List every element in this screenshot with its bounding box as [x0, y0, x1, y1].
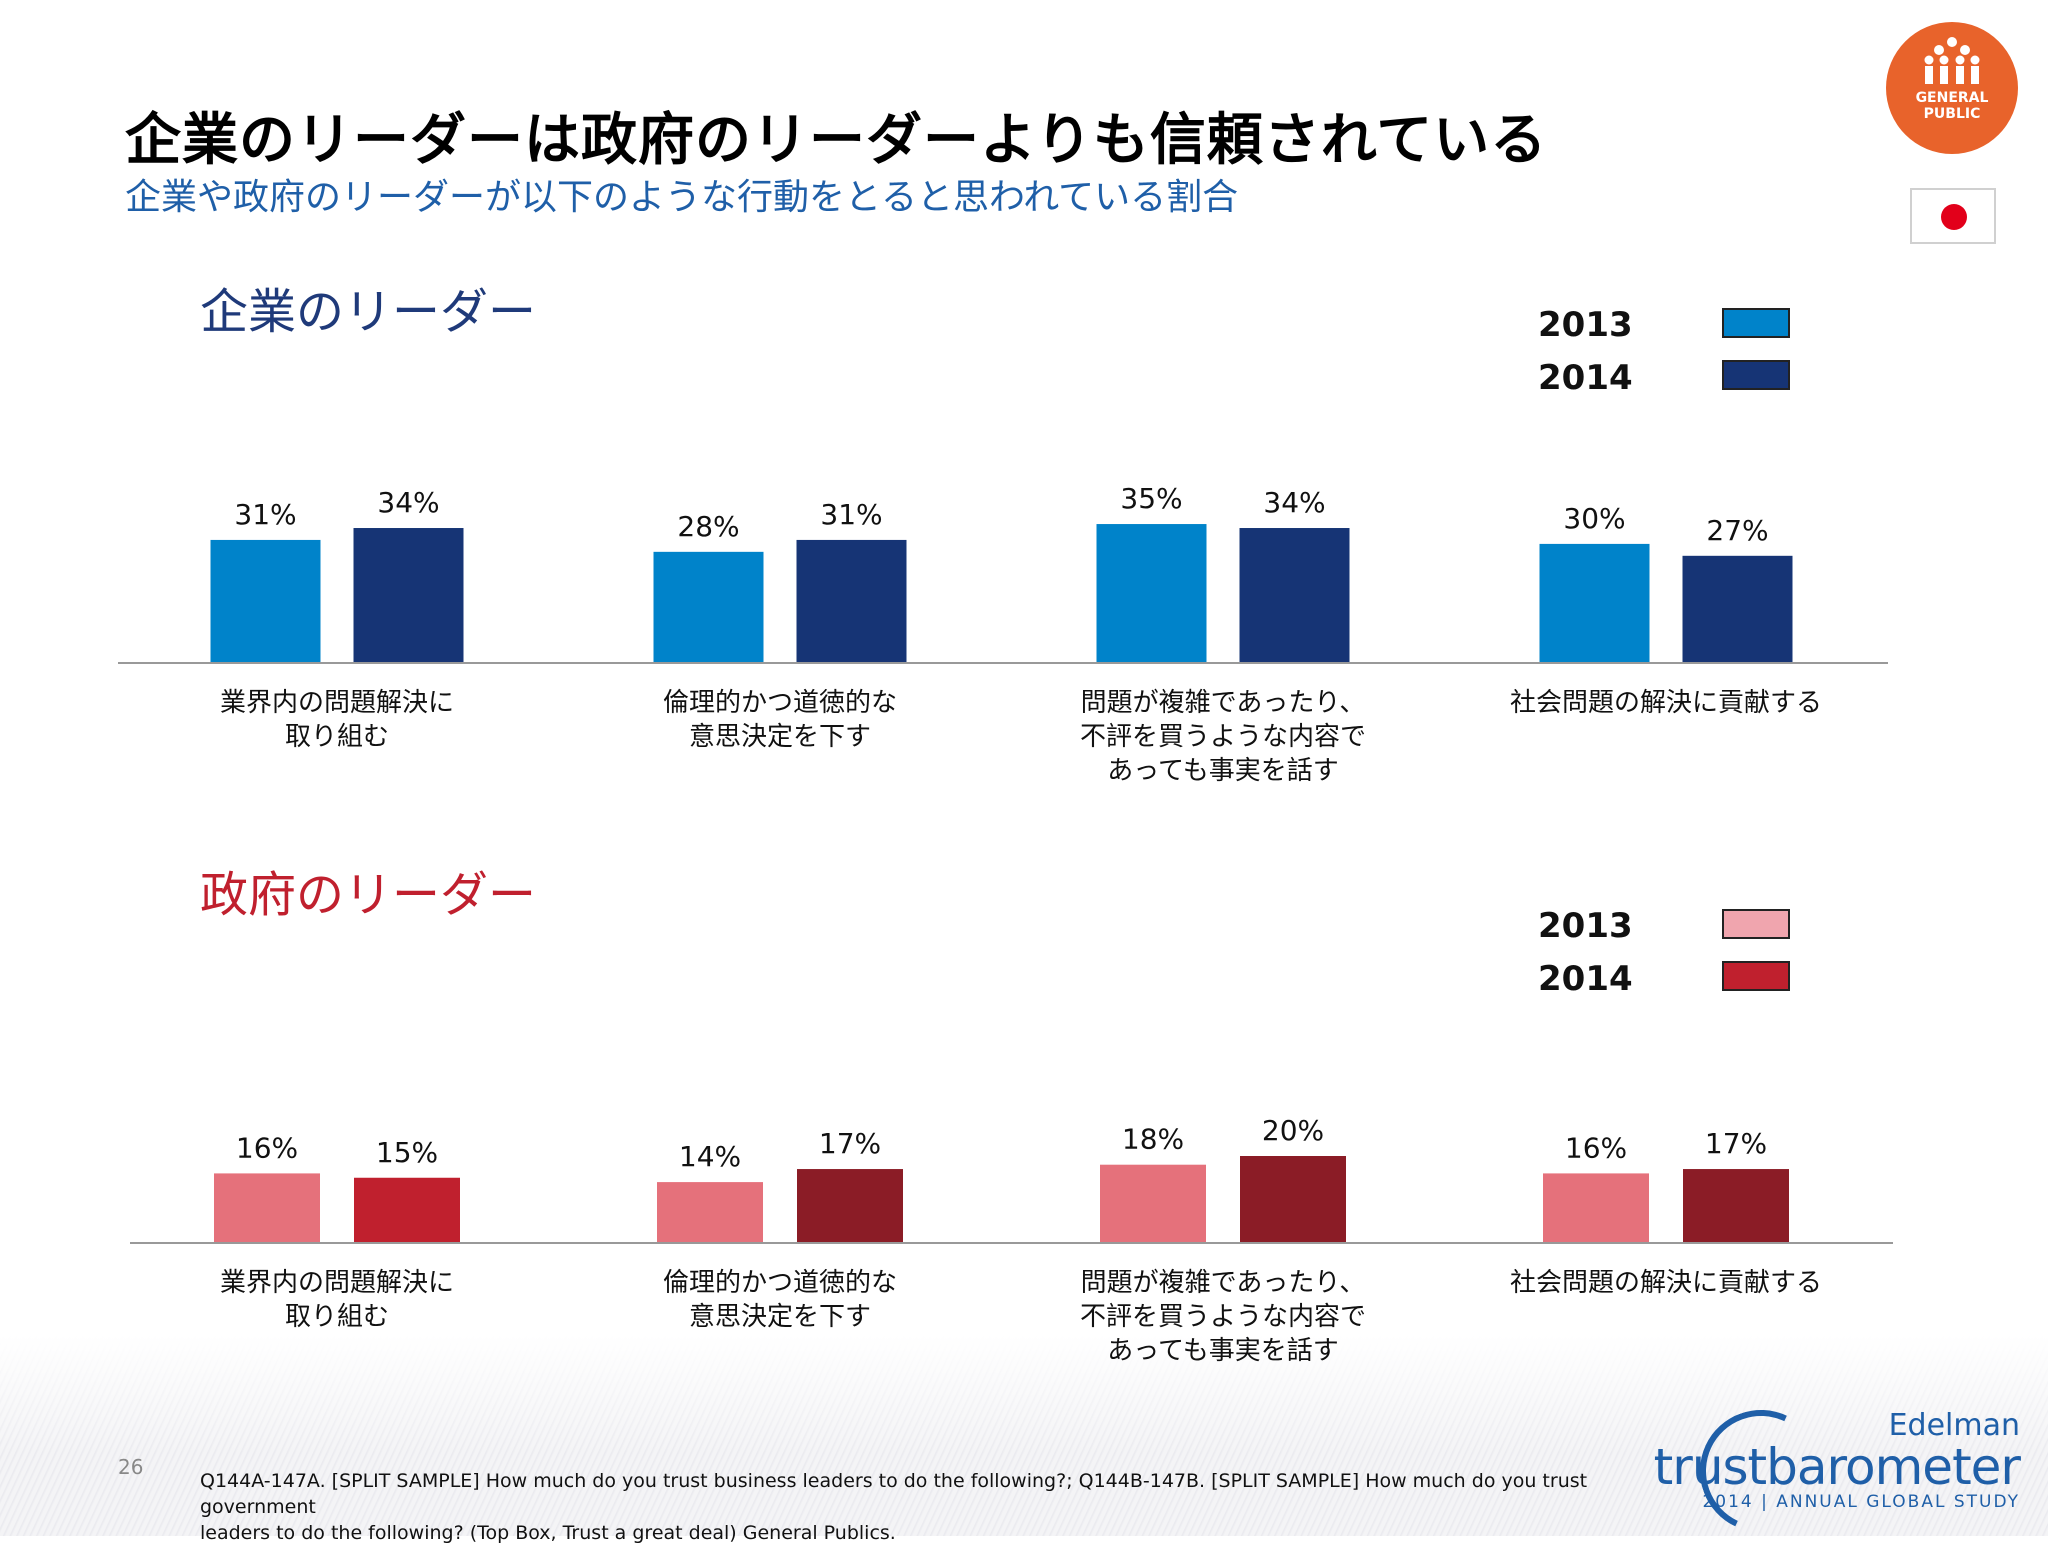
category-label-1-line2: 取り組む — [285, 1302, 389, 1332]
legend-2014-swatch — [1722, 360, 1790, 390]
badge-line2: PUBLIC — [1923, 106, 1981, 122]
bar-2013-3 — [1100, 1164, 1206, 1243]
category-label-2-line2: 意思決定を下す — [689, 722, 871, 752]
bar-2013-4 — [1539, 543, 1650, 663]
bar-2013-1 — [210, 539, 321, 663]
bar-2013-4 — [1543, 1173, 1649, 1243]
data-label-2013-2: 14% — [679, 1140, 741, 1173]
data-label-2013-2: 28% — [677, 510, 739, 543]
logo-wordmark: trustbarometer — [1653, 1438, 2021, 1496]
people-icon — [1924, 37, 1980, 84]
category-label-2-line1: 倫理的かつ道徳的な — [663, 688, 897, 718]
data-label-2013-4: 30% — [1563, 502, 1625, 535]
bar-2014-4 — [1683, 1169, 1789, 1243]
general-public-badge: GENERAL PUBLIC — [1886, 22, 2018, 154]
data-label-2013-4: 16% — [1565, 1131, 1627, 1164]
legend-2013-swatch — [1722, 308, 1790, 338]
bar-2014-2 — [796, 539, 907, 663]
footnote-line1: Q144A-147A. [SPLIT SAMPLE] How much do y… — [200, 1470, 1588, 1518]
logo-study: 2014 | ANNUAL GLOBAL STUDY — [1702, 1492, 2020, 1512]
category-label-4-line1: 社会問題の解決に貢献する — [1510, 688, 1822, 718]
category-label-2-line2: 意思決定を下す — [689, 1302, 871, 1332]
bar-2014-2 — [797, 1169, 903, 1243]
government-section-title: 政府のリーダー — [200, 867, 537, 923]
trust-barometer-logo: Edelman trustbarometer 2014 | ANNUAL GLO… — [1654, 1392, 2021, 1549]
legend-2013-label: 2013 — [1538, 305, 1633, 345]
logo-barometer: barometer — [1766, 1438, 2021, 1496]
category-label-3-line1: 問題が複雑であったり、 — [1081, 1268, 1366, 1298]
category-label-4-line1: 社会問題の解決に貢献する — [1510, 1268, 1822, 1298]
data-label-2013-1: 31% — [234, 498, 296, 531]
data-label-2014-1: 34% — [377, 486, 439, 519]
bar-2014-3 — [1239, 528, 1350, 663]
category-label-1-line1: 業界内の問題解決に — [220, 688, 454, 718]
legend-gov-2014-label: 2014 — [1538, 959, 1633, 999]
logo-trust: trust — [1653, 1438, 1768, 1496]
category-label-1-line1: 業界内の問題解決に — [220, 1268, 454, 1298]
category-label-3-line3: あっても事実を話す — [1107, 756, 1338, 786]
data-label-2014-3: 20% — [1262, 1114, 1324, 1147]
data-label-2013-3: 35% — [1120, 482, 1182, 515]
data-label-2014-2: 17% — [819, 1127, 881, 1160]
page-title: 企業のリーダーは政府のリーダーよりも信頼されている — [125, 108, 1548, 173]
bar-2014-1 — [353, 528, 464, 663]
bar-2014-1 — [354, 1177, 460, 1243]
category-label-1-line2: 取り組む — [285, 722, 389, 752]
category-label-2-line1: 倫理的かつ道徳的な — [663, 1268, 897, 1298]
legend-gov-2013-label: 2013 — [1538, 906, 1633, 946]
page-subtitle: 企業や政府のリーダーが以下のような行動をとると思われている割合 — [125, 177, 1239, 218]
badge-line1: GENERAL — [1915, 90, 1989, 106]
data-label-2014-4: 17% — [1705, 1127, 1767, 1160]
bar-2013-3 — [1096, 524, 1207, 663]
data-label-2013-1: 16% — [236, 1131, 298, 1164]
legend-gov-2013-swatch — [1722, 909, 1790, 939]
data-label-2014-3: 34% — [1263, 486, 1325, 519]
footnote-line2: leaders to do the following? (Top Box, T… — [200, 1522, 896, 1544]
data-label-2014-1: 15% — [376, 1136, 438, 1169]
data-label-2014-4: 27% — [1706, 514, 1768, 547]
bar-2013-2 — [653, 551, 764, 663]
background-band — [0, 1335, 2048, 1536]
data-label-2014-2: 31% — [820, 498, 882, 531]
legend-2014-label: 2014 — [1538, 358, 1633, 398]
data-label-2013-3: 18% — [1122, 1123, 1184, 1156]
category-label-3-line1: 問題が複雑であったり、 — [1081, 688, 1366, 718]
logo-brand: Edelman — [1888, 1408, 2020, 1443]
page-number: 26 — [118, 1455, 144, 1479]
footnote: Q144A-147A. [SPLIT SAMPLE] How much do y… — [200, 1468, 1600, 1546]
bar-2014-3 — [1240, 1156, 1346, 1243]
category-label-3-line2: 不評を買うような内容で — [1080, 1302, 1366, 1332]
legend-gov-2014-swatch — [1722, 961, 1790, 991]
bar-2013-2 — [657, 1182, 763, 1243]
bar-2013-1 — [214, 1173, 320, 1243]
category-label-3-line2: 不評を買うような内容で — [1080, 722, 1366, 752]
business-section-title: 企業のリーダー — [200, 284, 537, 340]
bar-2014-4 — [1682, 555, 1793, 663]
category-label-3-line3: あっても事実を話す — [1107, 1336, 1338, 1366]
japan-flag-icon — [1910, 188, 1996, 244]
